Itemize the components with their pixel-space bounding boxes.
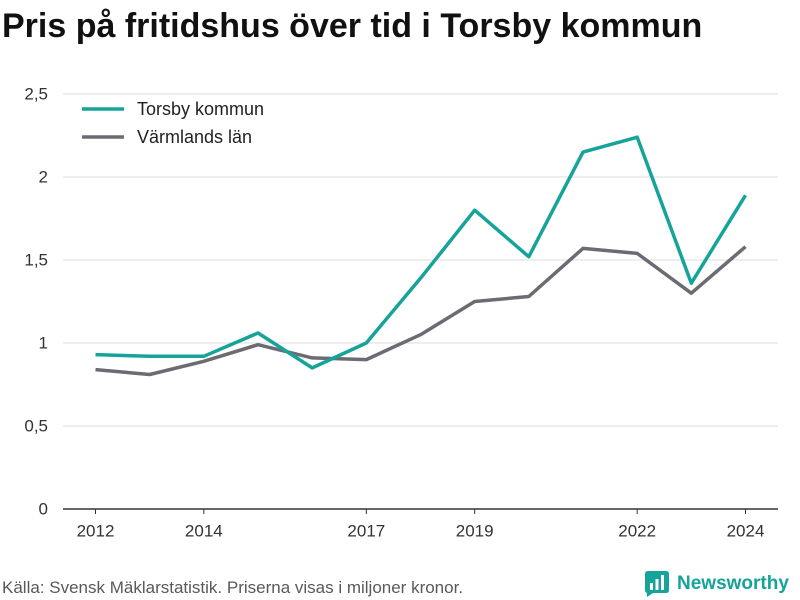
legend-item-torsby-kommun: Torsby kommun <box>82 99 264 119</box>
x-tick-label: 2012 <box>77 522 115 541</box>
x-tick-label: 2019 <box>456 522 494 541</box>
bar-chart-bubble-icon <box>645 571 669 597</box>
legend-label-torsby-kommun: Torsby kommun <box>137 99 264 119</box>
y-tick-label: 2 <box>39 168 48 187</box>
brand-name: Newsworthy <box>677 573 789 594</box>
x-tick-label: 2024 <box>727 522 765 541</box>
line-chart: 0 0,5 1 1,5 2 2,5 2012 2014 2017 2019 2022 2024 Tor… <box>24 85 778 541</box>
series-line-torsby-kommun <box>95 135 747 370</box>
x-tick-label: 2017 <box>347 522 385 541</box>
y-tick-label: 0 <box>39 500 48 519</box>
x-tick-label: 2022 <box>618 522 656 541</box>
plot-area: 0 0,5 1 1,5 2 2,5 2012 2014 2017 2019 2022 2024 <box>24 85 778 541</box>
legend-label-varmlands-lan: Värmlands län <box>137 127 252 147</box>
source-note: Källa: Svensk Mäklarstatistik. Priserna … <box>2 578 464 597</box>
y-tick-label: 1,5 <box>24 251 48 270</box>
brand-logo: Newsworthy <box>645 571 789 597</box>
legend-item-varmlands-lan: Värmlands län <box>82 127 252 147</box>
series-line-varmlands-lan <box>95 245 747 377</box>
y-tick-label: 0,5 <box>24 417 48 436</box>
x-tick-label: 2014 <box>185 522 223 541</box>
y-tick-label: 1 <box>39 334 48 353</box>
chart-title: Pris på fritidshus över tid i Torsby kom… <box>2 7 703 45</box>
y-tick-label: 2,5 <box>24 85 48 104</box>
legend: Torsby kommun Värmlands län <box>82 99 264 147</box>
